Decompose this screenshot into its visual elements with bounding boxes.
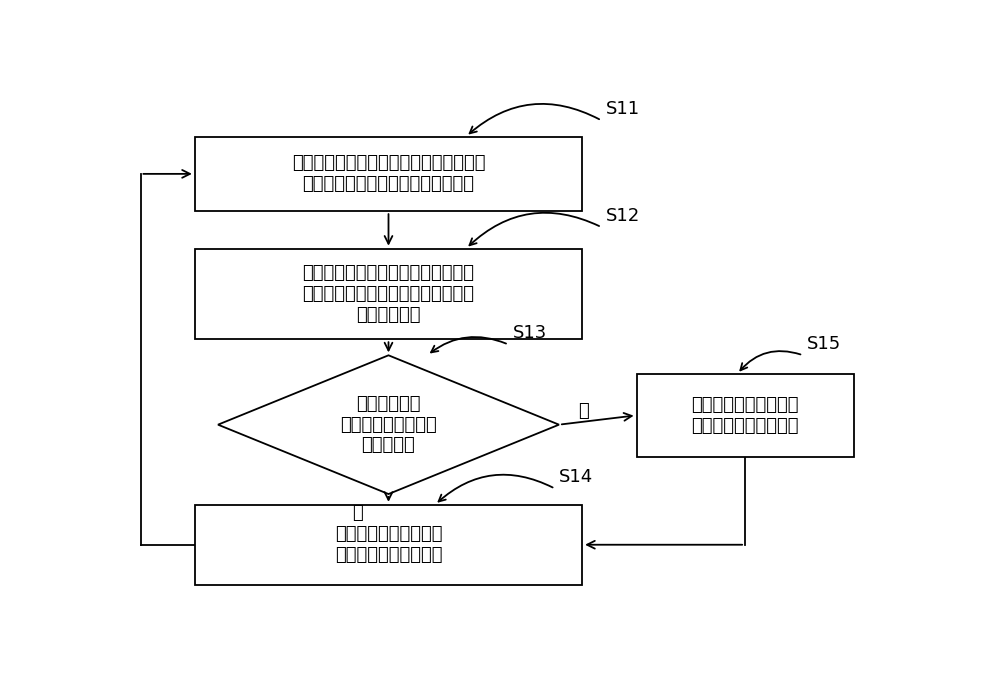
Text: 比对每个微功率无线通信单元的更新
前的版本信息与更新后的版本信息，
生成比对结果: 比对每个微功率无线通信单元的更新 前的版本信息与更新后的版本信息， 生成比对结果 (302, 264, 475, 324)
Text: S12: S12 (606, 207, 640, 225)
Text: 周期性轮询多个微功率无线通信单元的更
新前的版本信息与更新后的版本信息: 周期性轮询多个微功率无线通信单元的更 新前的版本信息与更新后的版本信息 (292, 155, 485, 193)
FancyBboxPatch shape (195, 249, 582, 340)
Text: S13: S13 (512, 324, 547, 342)
Text: S14: S14 (559, 468, 593, 486)
Text: 批量输出多个微功率无
线通信单元的更新状态: 批量输出多个微功率无 线通信单元的更新状态 (335, 525, 442, 564)
Text: S15: S15 (807, 335, 841, 353)
Text: 对多个微功率无线通信
单元进行更新状态检测: 对多个微功率无线通信 单元进行更新状态检测 (691, 396, 799, 435)
FancyBboxPatch shape (195, 137, 582, 211)
Polygon shape (218, 356, 559, 494)
Text: 是: 是 (352, 504, 363, 522)
FancyBboxPatch shape (195, 505, 582, 585)
Text: 否: 否 (578, 403, 589, 421)
Text: S11: S11 (606, 100, 640, 118)
FancyBboxPatch shape (637, 374, 854, 457)
Text: 每个比对结果
对应的版本信息是否
为最新版本: 每个比对结果 对应的版本信息是否 为最新版本 (340, 395, 437, 455)
